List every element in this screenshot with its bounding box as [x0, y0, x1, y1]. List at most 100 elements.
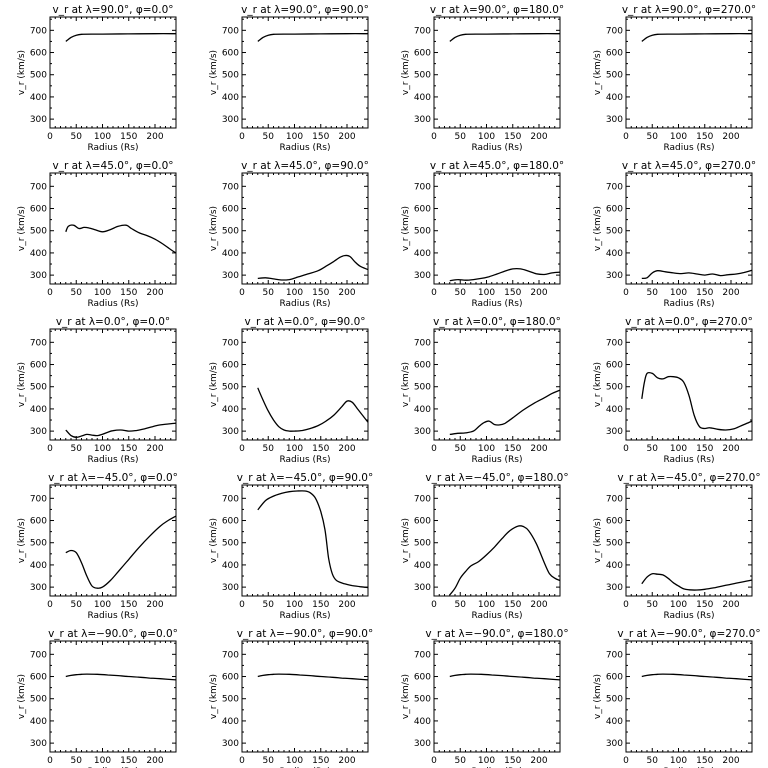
y-tick-label: 500: [222, 71, 239, 81]
x-tick-label: 150: [696, 600, 713, 610]
y-tick-label: 300: [222, 427, 239, 437]
series-line: [641, 269, 753, 280]
panel-title: v_r at λ=90.0°, φ=90.0°: [241, 4, 369, 16]
panel-13: v_r at λ=−45.0°, φ=0.0° 0 50 100 150 200 300 40…: [17, 472, 178, 621]
y-tick-label: 600: [30, 49, 47, 59]
x-tick-label: 150: [312, 600, 329, 610]
x-tick-label: 100: [286, 444, 303, 454]
y-axis-label: v_r (km/s): [209, 362, 219, 407]
y-tick-label: 300: [30, 271, 47, 281]
x-tick-label: 50: [647, 444, 659, 454]
x-tick-label: 150: [312, 132, 329, 142]
x-tick-label: 0: [47, 756, 53, 766]
x-tick-label: 100: [94, 600, 111, 610]
x-tick-label: 150: [504, 444, 521, 454]
y-tick-label: 700: [606, 182, 623, 192]
y-tick-label: 300: [414, 739, 431, 749]
x-tick-label: 0: [623, 132, 629, 142]
y-tick-label: 600: [414, 673, 431, 683]
x-axis-label: Radius (Rs): [471, 455, 522, 465]
x-axis-label: Radius (Rs): [279, 611, 330, 621]
x-tick-label: 100: [94, 444, 111, 454]
series-line: [449, 267, 561, 282]
x-tick-label: 0: [431, 444, 437, 454]
y-tick-label: 600: [222, 361, 239, 371]
x-tick-label: 50: [71, 444, 83, 454]
y-tick-label: 300: [30, 739, 47, 749]
y-axis-label: v_r (km/s): [17, 206, 27, 251]
x-tick-label: 50: [647, 756, 659, 766]
x-tick-label: 100: [94, 132, 111, 142]
x-tick-label: 200: [338, 600, 355, 610]
y-tick-label: 300: [414, 271, 431, 281]
x-tick-label: 200: [338, 288, 355, 298]
y-tick-label: 300: [606, 427, 623, 437]
x-tick-label: 200: [722, 600, 739, 610]
x-tick-label: 100: [670, 756, 687, 766]
y-tick-label: 300: [222, 271, 239, 281]
x-tick-label: 100: [478, 132, 495, 142]
y-tick-label: 300: [30, 583, 47, 593]
x-tick-label: 0: [239, 132, 245, 142]
x-tick-label: 50: [455, 288, 467, 298]
y-tick-label: 600: [222, 49, 239, 59]
y-tick-label: 400: [606, 93, 623, 103]
y-tick-label: 300: [222, 583, 239, 593]
panel-12: v_r at λ=0.0°, φ=270.0° 0 50 100 150 200 300 40…: [593, 316, 753, 465]
x-tick-label: 200: [146, 132, 163, 142]
y-tick-label: 500: [222, 383, 239, 393]
y-tick-label: 300: [414, 583, 431, 593]
x-tick-label: 0: [239, 600, 245, 610]
x-tick-label: 150: [504, 132, 521, 142]
y-tick-label: 700: [222, 338, 239, 348]
x-axis-label: Radius (Rs): [87, 611, 138, 621]
x-tick-label: 0: [623, 288, 629, 298]
y-tick-label: 600: [606, 205, 623, 215]
y-tick-label: 700: [414, 338, 431, 348]
y-tick-label: 600: [222, 205, 239, 215]
series-line: [65, 515, 177, 589]
x-axis-label: Radius (Rs): [471, 299, 522, 309]
x-tick-label: 150: [696, 756, 713, 766]
x-tick-label: 200: [146, 444, 163, 454]
y-tick-label: 400: [222, 561, 239, 571]
y-axis-label: v_r (km/s): [209, 206, 219, 251]
y-tick-label: 500: [414, 227, 431, 237]
y-tick-label: 400: [414, 717, 431, 727]
y-tick-label: 600: [606, 673, 623, 683]
x-tick-label: 50: [455, 600, 467, 610]
x-axis-label: Radius (Rs): [87, 143, 138, 153]
y-axis-label: v_r (km/s): [209, 674, 219, 719]
x-tick-label: 100: [478, 600, 495, 610]
x-tick-label: 0: [431, 756, 437, 766]
series-line: [65, 33, 177, 42]
y-tick-label: 500: [414, 383, 431, 393]
plot-frame: [49, 328, 177, 441]
y-tick-label: 700: [414, 494, 431, 504]
y-tick-label: 400: [222, 93, 239, 103]
panel-16: v_r at λ=−45.0°, φ=270.0° 0 50 100 150 200 300…: [593, 472, 761, 621]
y-tick-label: 700: [414, 182, 431, 192]
panel-title: v_r at λ=45.0°, φ=90.0°: [241, 160, 369, 172]
x-tick-label: 50: [263, 132, 275, 142]
panel-14: v_r at λ=−45.0°, φ=90.0° 0 50 100 150 200 300 4…: [209, 472, 373, 621]
y-tick-label: 600: [414, 49, 431, 59]
x-tick-label: 0: [431, 288, 437, 298]
x-tick-label: 150: [504, 288, 521, 298]
x-tick-label: 200: [722, 288, 739, 298]
y-tick-label: 600: [606, 49, 623, 59]
y-axis-label: v_r (km/s): [593, 518, 603, 563]
plot-frame: [433, 484, 561, 597]
panel-title: v_r at λ=−90.0°, φ=0.0°: [48, 628, 178, 640]
y-tick-label: 400: [30, 249, 47, 259]
panel-9: v_r at λ=0.0°, φ=0.0° 0 50 100 150 200 300 400 5…: [17, 316, 177, 465]
y-tick-label: 600: [30, 517, 47, 527]
y-axis-label: v_r (km/s): [401, 362, 411, 407]
y-axis-label: v_r (km/s): [17, 674, 27, 719]
y-axis-label: v_r (km/s): [593, 362, 603, 407]
x-axis-label: Radius (Rs): [279, 143, 330, 153]
x-tick-label: 100: [670, 132, 687, 142]
x-tick-label: 50: [71, 756, 83, 766]
series-line: [65, 224, 177, 254]
